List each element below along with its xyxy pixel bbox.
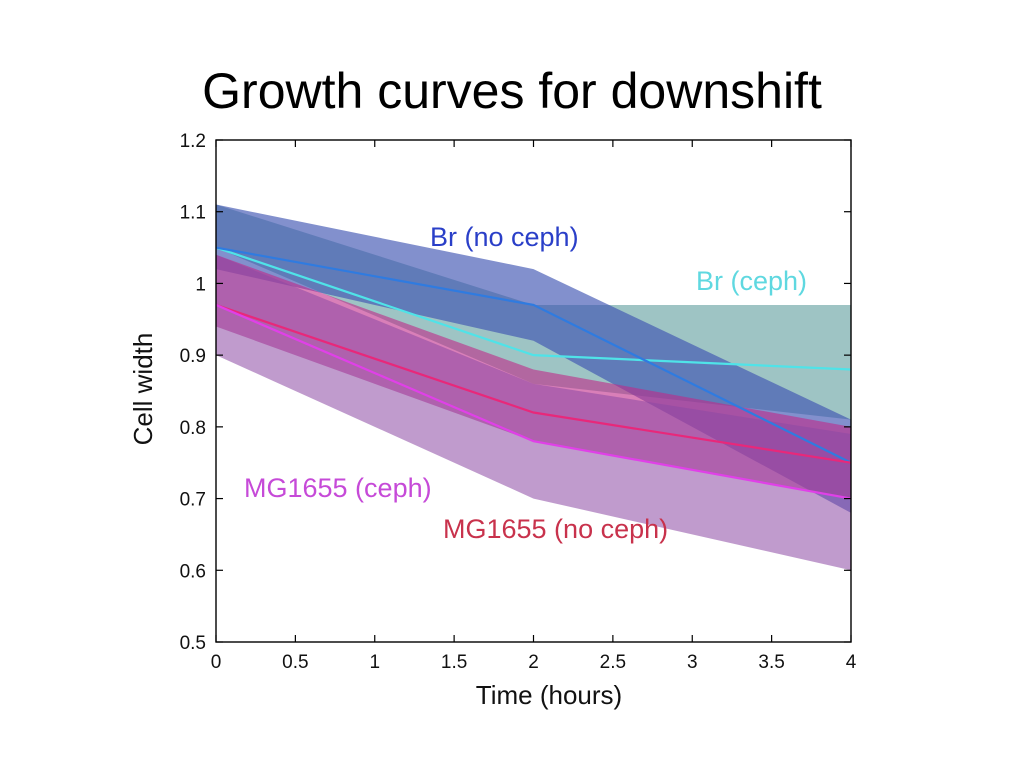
tick-labels: 0 0.5 1 1.5 2 2.5 3 3.5 40.50.60.70.80.911.11.2 xyxy=(180,131,857,673)
y-tick-label: 0.8 xyxy=(180,418,206,439)
x-tick-label: 2.5 xyxy=(600,652,626,673)
y-tick-label: 0.9 xyxy=(180,346,206,367)
line-br-ceph xyxy=(215,246,852,371)
x-tick-label: 4 xyxy=(846,652,857,673)
x-axis-label: Time (hours) xyxy=(476,680,622,710)
axis-ticks xyxy=(215,139,852,643)
series-label-mg1655-ceph: MG1655 (ceph) xyxy=(244,473,432,503)
y-tick-label: 0.5 xyxy=(180,633,206,654)
x-tick-label: 1 xyxy=(369,652,380,673)
x-tick-label: 1.5 xyxy=(441,652,467,673)
y-tick-label: 0.7 xyxy=(180,490,206,511)
line-br-no-ceph xyxy=(215,246,852,464)
series-lines xyxy=(215,246,852,500)
series-label-br-ceph: Br (ceph) xyxy=(696,266,807,296)
series-label-mg1655-no-ceph: MG1655 (no ceph) xyxy=(443,514,668,544)
series-label-br-no-ceph: Br (no ceph) xyxy=(430,222,579,252)
y-tick-label: 1.1 xyxy=(180,203,206,224)
line-mg1655-ceph xyxy=(215,303,852,500)
y-tick-label: 1 xyxy=(195,274,206,295)
x-tick-label: 0 xyxy=(211,652,222,673)
y-tick-label: 0.6 xyxy=(180,561,206,582)
x-tick-label: 0.5 xyxy=(282,652,308,673)
y-tick-label: 1.2 xyxy=(180,131,206,152)
x-tick-label: 3.5 xyxy=(758,652,784,673)
band-br-no-ceph xyxy=(216,204,851,513)
x-tick-label: 2 xyxy=(528,652,539,673)
slide-title: Growth curves for downshift xyxy=(202,63,822,119)
y-axis-label: Cell width xyxy=(128,333,158,446)
line-mg1655-no-ceph xyxy=(215,303,852,464)
x-tick-label: 3 xyxy=(687,652,698,673)
